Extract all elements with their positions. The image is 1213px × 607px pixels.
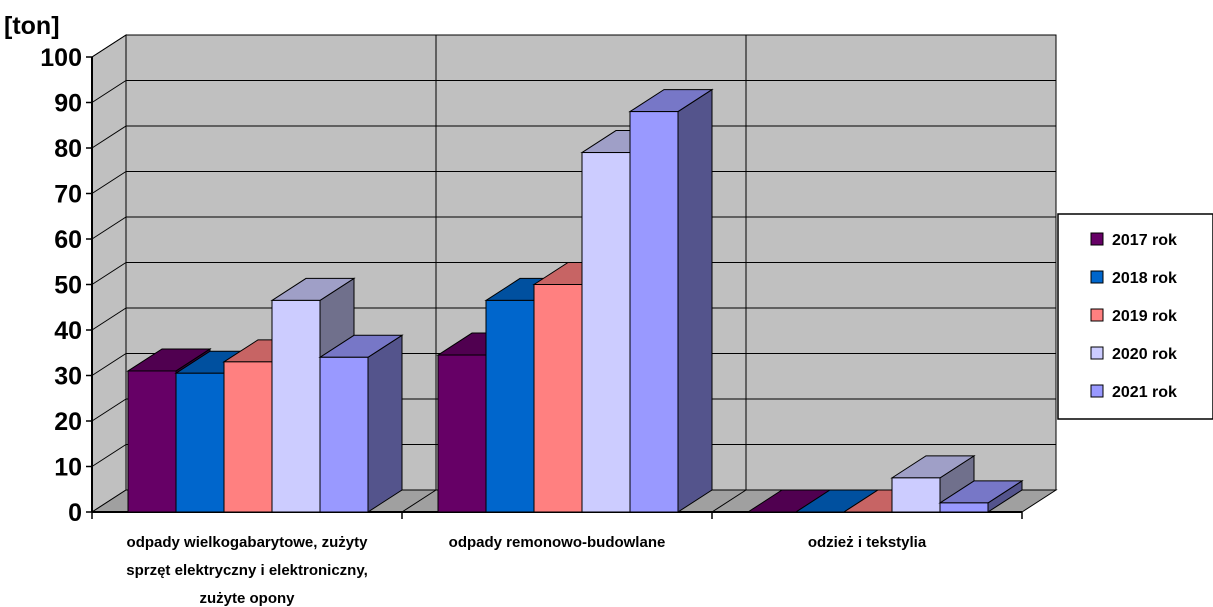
bar-front [891, 477, 941, 513]
bar-front [437, 354, 487, 513]
gridline-side [91, 216, 127, 240]
gridline-side [91, 353, 127, 376]
x-category-label: odpady wielkogabarytowe, zużyty [127, 534, 369, 551]
legend-swatch [1090, 308, 1104, 322]
y-tick-label: 0 [68, 499, 82, 527]
bar [628, 88, 714, 513]
legend-label: 2021 rok [1112, 384, 1177, 401]
legend-label: 2017 rok [1112, 232, 1177, 249]
legend-label: 2018 rok [1112, 270, 1177, 287]
bar-front [127, 370, 177, 513]
legend-swatch [1090, 384, 1104, 398]
bar-front [223, 361, 273, 513]
bar-front [629, 111, 679, 513]
y-tick-label: 70 [54, 181, 82, 209]
y-tick-label: 60 [54, 226, 82, 254]
bar-front [175, 372, 225, 513]
bar-front [533, 284, 583, 513]
gridline-side [91, 34, 127, 58]
gridline-side [91, 171, 127, 194]
y-tick-label: 90 [54, 90, 82, 118]
y-tick-label: 10 [54, 454, 82, 482]
y-tick-label: 30 [54, 363, 82, 391]
bar-front [939, 502, 989, 513]
legend-swatch [1090, 232, 1104, 246]
x-category-label: odpady remonowo-budowlane [449, 534, 666, 551]
x-category-label: zużyte opony [199, 590, 295, 607]
floor-divider [401, 489, 437, 513]
y-tick-label: 80 [54, 135, 82, 163]
floor-divider [711, 489, 747, 513]
y-tick-label: 50 [54, 272, 82, 300]
y-tick-label: 20 [54, 408, 82, 436]
bar-side [677, 88, 713, 513]
gridline-side [91, 398, 127, 422]
legend-swatch [1090, 270, 1104, 284]
x-category-label: odzież i tekstylia [808, 534, 927, 551]
bar-front [319, 356, 369, 513]
gridline-side [91, 262, 127, 285]
x-category-label: sprzęt elektryczny i elektroniczny, [126, 562, 368, 579]
bar-front [581, 152, 631, 513]
y-tick-label: 40 [54, 317, 82, 345]
y-axis-unit-label: [ton] [4, 12, 60, 40]
bar-front [271, 299, 321, 513]
legend-label: 2019 rok [1112, 308, 1177, 325]
legend-label: 2020 rok [1112, 346, 1177, 363]
gridline-side [91, 307, 127, 331]
y-tick-label: 100 [40, 44, 82, 72]
bar [938, 479, 1024, 513]
bar-front [485, 299, 535, 513]
gridline-side [91, 80, 127, 103]
legend-swatch [1090, 346, 1104, 360]
bar [318, 334, 404, 513]
gridline-side [91, 444, 127, 467]
legend-box [1057, 213, 1213, 420]
gridline-side [91, 125, 127, 149]
bar-side [367, 334, 403, 513]
